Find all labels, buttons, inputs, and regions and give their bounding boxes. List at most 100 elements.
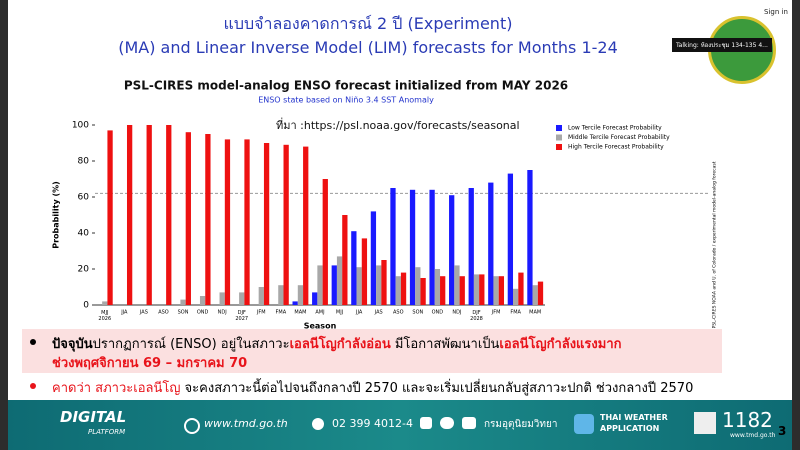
bar — [479, 274, 485, 305]
x-tick-label: DJF 2027 — [235, 310, 248, 322]
x-tick-label: MJJ 2026 — [98, 310, 111, 322]
x-tick-label: OND — [197, 310, 209, 316]
highlight-box — [22, 329, 722, 373]
x-tick-label: ASO — [158, 310, 169, 316]
x-tick-label: JFM — [256, 310, 266, 316]
bar — [468, 188, 474, 305]
legend-swatch — [556, 125, 562, 131]
x-tick-label: JJA — [120, 310, 128, 316]
bar — [507, 173, 514, 305]
bullet-text: คาดว่า สภาวะเอลนีโญ — [52, 381, 181, 396]
phone: 02 399 4012-4 — [332, 417, 413, 430]
bar — [322, 179, 328, 305]
bullet-text: จะคงสภาวะนี้ต่อไปจนถึงกลางปี 2570 และจะเ… — [180, 381, 694, 396]
bar — [278, 285, 284, 305]
bar — [107, 130, 113, 305]
bar — [370, 211, 377, 305]
x-tick-label: NDJ — [218, 310, 227, 316]
x-tick-label: FMA — [276, 310, 287, 316]
bar — [292, 301, 298, 305]
bar — [440, 276, 446, 305]
x-tick-label: ASO — [393, 310, 404, 316]
bar — [381, 260, 387, 305]
dept: กรมอุตุนิยมวิทยา — [484, 419, 558, 430]
x-axis-label: Season — [304, 322, 337, 331]
bar — [434, 269, 441, 305]
bar — [239, 292, 245, 305]
app-icon[interactable] — [574, 414, 594, 434]
legend-label: High Tercile Forecast Probability — [568, 144, 664, 151]
bar — [454, 265, 460, 305]
phone-icon — [312, 418, 324, 430]
app-sub: APPLICATION — [600, 424, 660, 433]
qr-code — [694, 412, 716, 434]
source: ที่มา :https://psl.noaa.gov/forecasts/se… — [276, 117, 520, 132]
hotline-sub: www.tmd.go.th — [730, 432, 776, 439]
bullet-text: ปรากฏการณ์ (ENSO) อยู่ในสภาวะ — [92, 337, 290, 352]
bar — [513, 288, 519, 305]
bar — [263, 143, 270, 305]
bar — [429, 189, 435, 305]
bar — [518, 272, 524, 305]
chart: PSL-CIRES model-analog ENSO forecast ini… — [52, 79, 718, 331]
x-tick-label: DJF 2028 — [470, 310, 483, 322]
bar — [283, 144, 289, 305]
page-number: 3 — [778, 424, 787, 438]
x-tick-label: MAM — [529, 310, 541, 316]
bar — [258, 287, 264, 305]
bar — [146, 125, 152, 305]
bar — [361, 238, 368, 305]
bar — [449, 195, 455, 305]
x-tick-label: SON — [412, 310, 423, 316]
bar — [297, 285, 304, 305]
y-tick-label: 20 — [78, 265, 90, 275]
bar — [224, 139, 231, 305]
bar — [185, 132, 191, 305]
bar — [205, 134, 211, 305]
bullet-text: มีโอกาสพัฒนาเป็น — [390, 337, 500, 352]
bar — [336, 256, 343, 305]
x-tick-label: MAM — [294, 310, 306, 316]
bar — [400, 272, 407, 305]
bar — [459, 276, 465, 305]
bar — [498, 276, 505, 305]
hotline: 1182 — [722, 408, 773, 432]
bar — [312, 292, 318, 305]
x-tick-label: JFM — [491, 310, 501, 316]
bar — [317, 265, 323, 305]
bullet-dot — [30, 339, 36, 345]
x-tick-label: MJJ — [336, 310, 343, 316]
footer: DIGITAL PLATFORM www.tmd.go.th 02 399 40… — [8, 400, 792, 450]
bar — [219, 292, 225, 305]
x-tick-label: NDJ — [452, 310, 461, 316]
y-axis-label: Probability (%) — [52, 181, 61, 249]
bar — [488, 182, 494, 305]
bar — [102, 301, 108, 305]
youtube-icon[interactable] — [462, 417, 476, 429]
bar — [527, 170, 533, 305]
bar — [532, 285, 538, 305]
bar — [390, 188, 396, 305]
bar — [199, 296, 206, 305]
bar — [395, 276, 401, 305]
bullet-line: คาดว่า สภาวะเอลนีโญ จะคงสภาวะนี้ต่อไปจนถ… — [52, 377, 693, 398]
sign-in-button[interactable]: Sign in — [760, 6, 792, 18]
x-tick-label: OND — [432, 310, 444, 316]
y-tick-label: 100 — [72, 121, 89, 131]
bar — [415, 267, 421, 305]
slide: แบบจำลองคาดการณ์ 2 ปี (Experiment) (MA) … — [8, 0, 792, 450]
bar — [303, 146, 309, 305]
website[interactable]: www.tmd.go.th — [204, 417, 288, 430]
bar — [126, 125, 133, 305]
x-tick-label: JAS — [139, 310, 148, 316]
chart-subtitle: ENSO state based on Niño 3.4 SST Anomaly — [258, 96, 434, 105]
twitter-icon[interactable] — [440, 417, 454, 429]
bar — [180, 299, 186, 305]
bar — [351, 231, 357, 305]
globe-icon — [184, 418, 200, 434]
facebook-icon[interactable] — [420, 417, 432, 429]
bar — [420, 278, 426, 305]
bar — [356, 267, 362, 305]
x-tick-label: JJA — [355, 310, 363, 316]
legend-label: Low Tercile Forecast Probability — [568, 125, 662, 132]
